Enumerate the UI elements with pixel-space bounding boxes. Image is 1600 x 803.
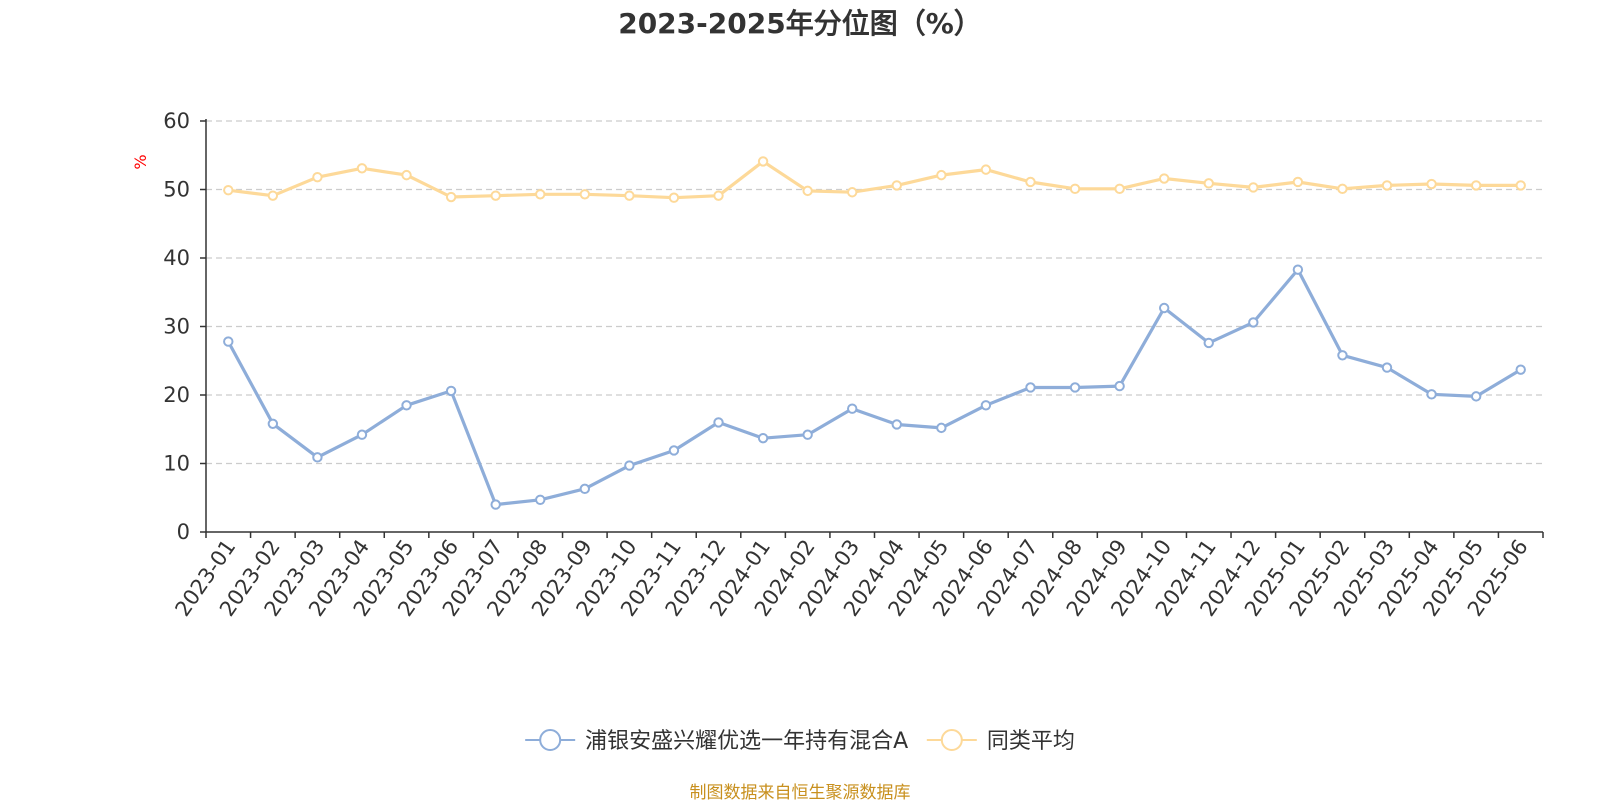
legend-item[interactable]: 浦银安盛兴耀优选一年持有混合A [525, 729, 908, 754]
data-point [1292, 264, 1304, 275]
data-point [1158, 302, 1170, 314]
legend-label: 同类平均 [987, 729, 1075, 754]
data-point [267, 418, 279, 429]
data-point [445, 191, 457, 203]
data-point [223, 336, 234, 347]
data-point [1203, 178, 1214, 189]
y-tick-label: 60 [163, 109, 190, 133]
data-point [1114, 183, 1125, 195]
data-point [1337, 183, 1348, 195]
data-point [579, 483, 591, 495]
data-point [356, 163, 368, 174]
data-point [1248, 317, 1259, 328]
y-tick-label: 40 [163, 246, 190, 270]
legend-circle-marker [539, 729, 562, 751]
data-point [1426, 178, 1437, 190]
series-lines [223, 156, 1526, 510]
data-point [1292, 176, 1304, 188]
y-tick-label: 0 [177, 520, 190, 544]
legend-label: 浦银安盛兴耀优选一年持有混合A [585, 729, 908, 754]
y-tick-label: 50 [163, 178, 190, 202]
data-point [1248, 182, 1259, 193]
data-source-note: 制图数据来自恒生聚源数据库 [689, 783, 911, 803]
data-point [1337, 350, 1348, 361]
series-line [226, 268, 1522, 507]
data-point [936, 422, 947, 434]
data-point [267, 190, 279, 201]
data-point [713, 417, 724, 428]
data-point [1069, 382, 1081, 393]
chart-title: 2023-2025年分位图（%） [618, 7, 982, 40]
axes: 01020304050602023-012023-022023-032023-0… [163, 109, 1544, 621]
data-point [535, 494, 546, 506]
data-point [624, 190, 635, 201]
data-point [891, 419, 902, 430]
data-point [1381, 180, 1393, 191]
data-point [1158, 173, 1170, 184]
legend-circle-marker [940, 729, 963, 751]
data-point [847, 187, 858, 198]
data-point [312, 171, 323, 183]
data-point [356, 429, 368, 440]
data-point [936, 169, 947, 181]
data-point [1025, 382, 1036, 393]
data-point [980, 164, 992, 175]
data-point [668, 192, 680, 203]
data-point [1470, 391, 1482, 402]
data-point [1515, 364, 1526, 375]
data-point [1114, 380, 1125, 392]
data-point [490, 190, 501, 201]
data-point [312, 452, 323, 463]
data-point [891, 180, 902, 191]
data-point [1515, 180, 1526, 191]
data-point [757, 432, 769, 444]
data-point [624, 460, 635, 471]
data-point [847, 403, 858, 414]
y-tick-label: 30 [163, 315, 190, 339]
data-point [1426, 389, 1437, 400]
data-point [757, 156, 769, 167]
data-point [401, 169, 412, 181]
data-point [223, 184, 234, 196]
y-axis-unit-label: % [131, 154, 150, 169]
grid-lines [206, 120, 1543, 465]
data-point [1203, 337, 1214, 349]
data-point [445, 385, 457, 397]
data-point [668, 445, 680, 456]
data-point [802, 185, 813, 197]
series-line [228, 159, 1521, 200]
data-point [490, 499, 501, 510]
data-point [579, 189, 591, 200]
data-point [1025, 176, 1036, 188]
data-point [1381, 362, 1393, 373]
data-point [401, 400, 412, 411]
data-point [802, 429, 813, 440]
data-point [980, 400, 992, 411]
data-point [1470, 180, 1482, 191]
y-tick-label: 20 [163, 383, 190, 407]
data-point [535, 189, 546, 200]
y-tick-label: 10 [163, 452, 190, 476]
legend-item[interactable]: 同类平均 [926, 729, 1075, 754]
legend[interactable]: 浦银安盛兴耀优选一年持有混合A 同类平均 [525, 729, 1075, 754]
data-point [713, 190, 724, 201]
data-point [1069, 183, 1081, 195]
